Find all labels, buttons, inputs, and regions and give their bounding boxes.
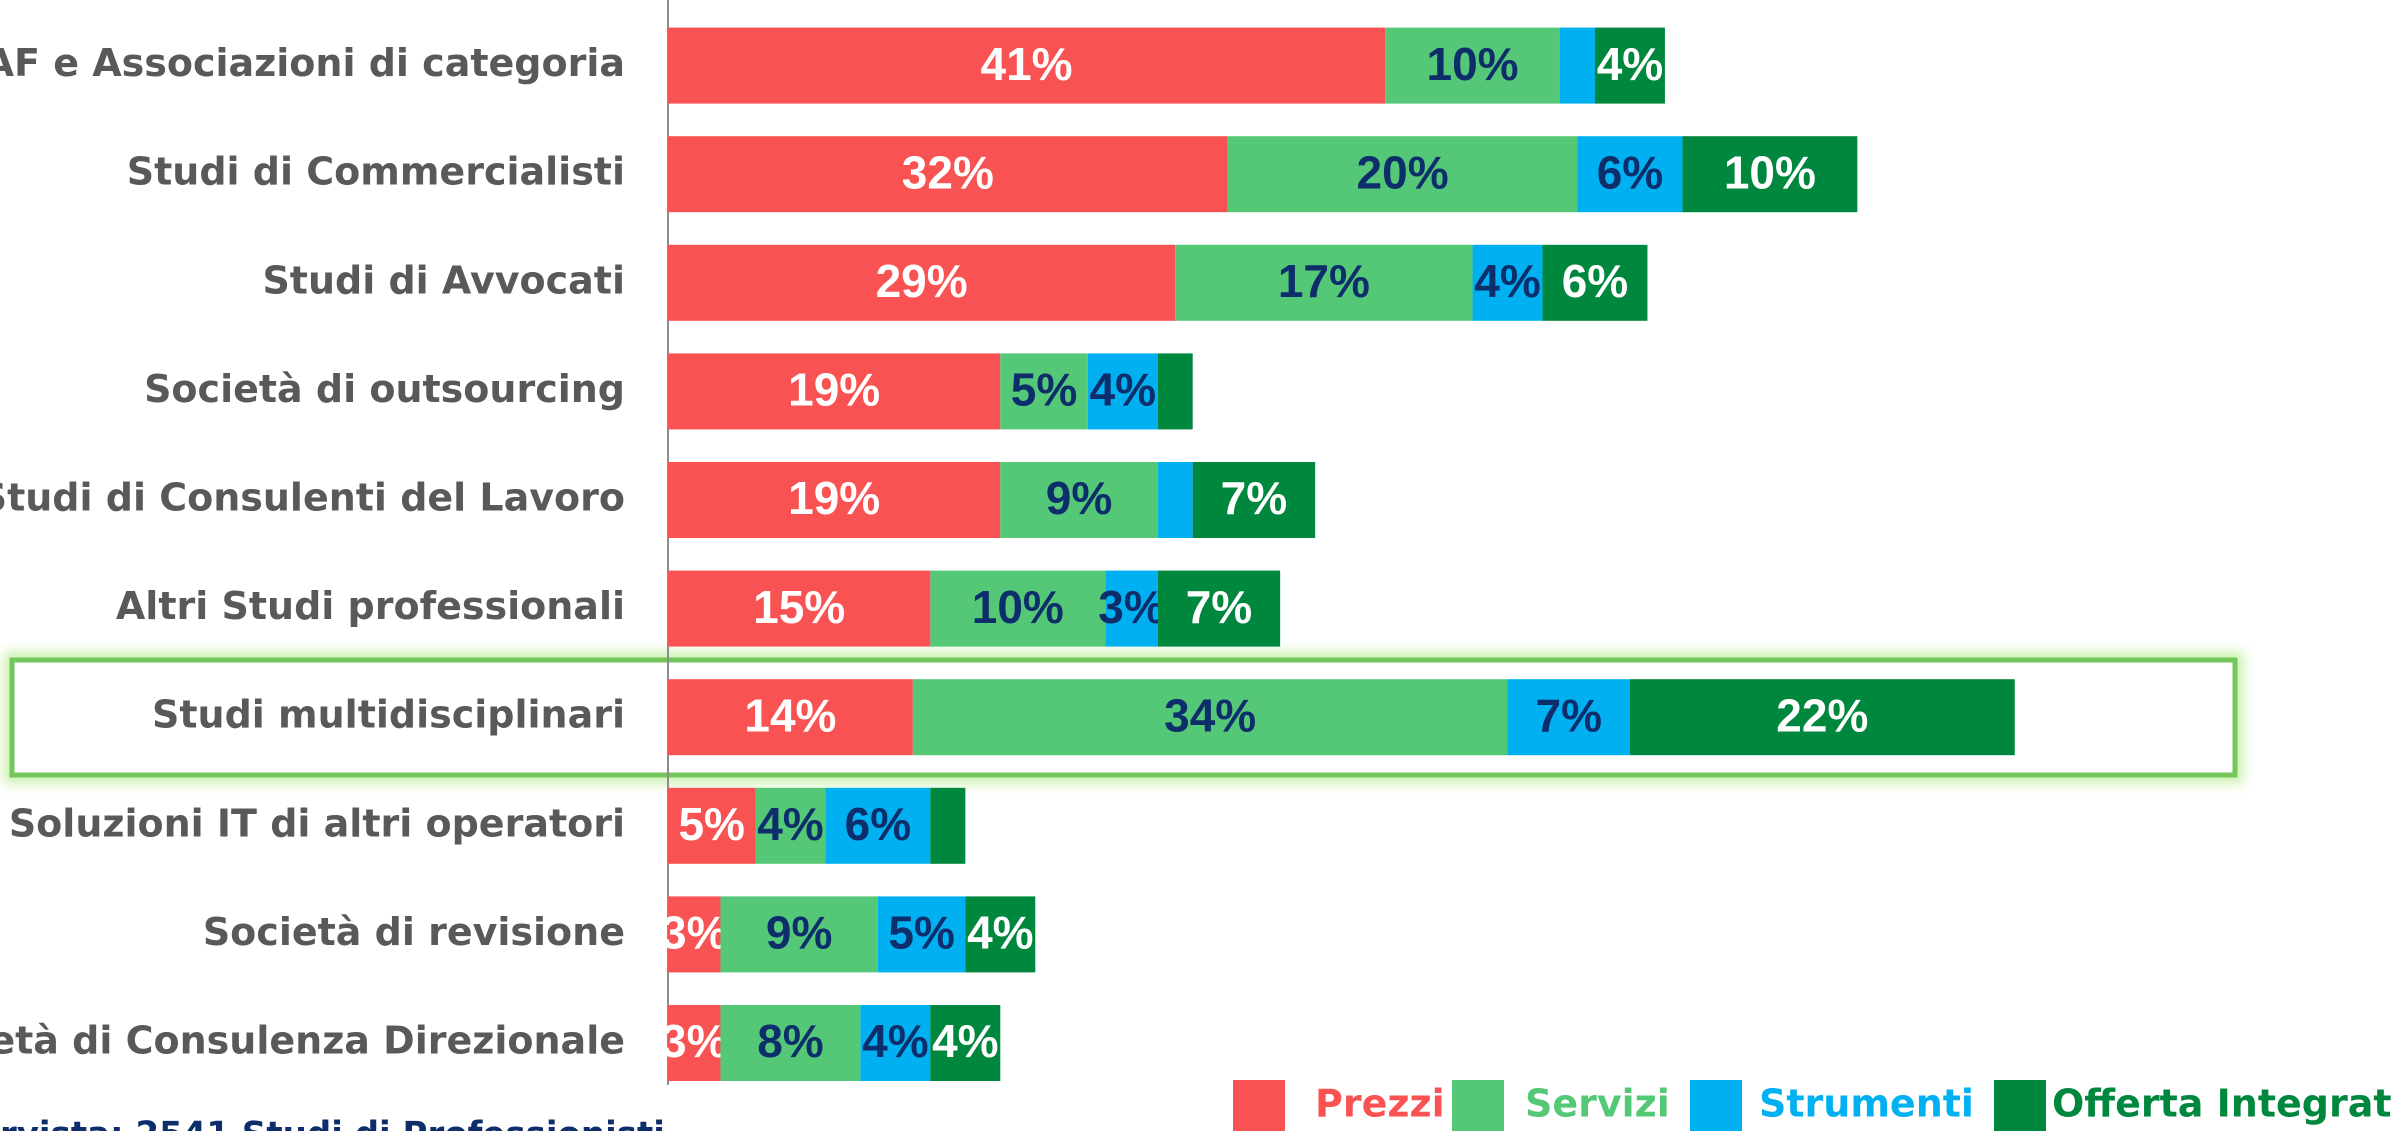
bar-segment xyxy=(1682,136,1858,213)
bar-segment xyxy=(755,787,826,864)
bar-segment xyxy=(1000,353,1088,430)
value-label: 19% xyxy=(788,364,880,416)
note: rvista: 2541 Studi di Professionisti xyxy=(0,1115,665,1131)
category-label: Studi di Commercialisti xyxy=(127,150,625,194)
value-label: 10% xyxy=(972,581,1064,633)
bar-segment xyxy=(1105,570,1158,647)
value-label: 3% xyxy=(661,1015,727,1067)
legend-label: Strumenti xyxy=(1759,1082,1974,1126)
category-label: Altri Studi professionali xyxy=(116,584,625,628)
bar-segment xyxy=(668,462,1001,538)
bar-segment xyxy=(1385,27,1560,104)
value-label: 14% xyxy=(744,689,836,741)
bar-segment xyxy=(1157,570,1281,647)
bar-segment xyxy=(668,570,931,647)
bar-segment xyxy=(668,787,756,864)
bar-segment xyxy=(668,353,1001,430)
value-label: 19% xyxy=(788,472,880,524)
bar-segment xyxy=(1629,679,2015,756)
value-label: 7% xyxy=(1221,472,1287,524)
value-label: 4% xyxy=(1597,38,1663,90)
category-label: Studi di Consulenti del Lavoro xyxy=(0,476,625,520)
bar-segment xyxy=(1087,353,1158,430)
category-label: Società di revisione xyxy=(203,910,625,954)
bar-segment xyxy=(860,1005,931,1081)
category-label: Società di Consulenza Direzionale xyxy=(0,1019,625,1063)
value-label: 5% xyxy=(888,907,954,959)
legend-swatch xyxy=(1233,1080,1285,1131)
value-label: 10% xyxy=(1724,146,1816,198)
value-label: 6% xyxy=(1562,255,1628,307)
value-label: 4% xyxy=(1089,364,1155,416)
category-label: CAF e Associazioni di categoria xyxy=(0,41,625,85)
value-label: 9% xyxy=(1046,472,1112,524)
legend-label: Servizi xyxy=(1525,1082,1670,1126)
bar-segment xyxy=(912,679,1508,756)
value-label: 22% xyxy=(1776,689,1868,741)
legend-swatch xyxy=(1994,1080,2046,1131)
bar-segment xyxy=(1472,244,1543,321)
value-label: 29% xyxy=(876,255,968,307)
bar-segment xyxy=(1192,462,1316,538)
bar-segment xyxy=(825,787,931,864)
value-label: 20% xyxy=(1357,146,1449,198)
category-label: Studi multidisciplinari xyxy=(152,693,625,737)
category-label: Studi di Avvocati xyxy=(262,258,625,302)
value-label: 5% xyxy=(1011,364,1077,416)
value-label: 9% xyxy=(766,907,832,959)
category-label: Società di outsourcing xyxy=(144,367,625,411)
value-label: 7% xyxy=(1535,689,1601,741)
bar-segment xyxy=(877,896,966,973)
bar-segment xyxy=(1577,136,1683,213)
value-label: 4% xyxy=(757,798,823,850)
legend-swatch xyxy=(1690,1080,1742,1131)
bar-segment xyxy=(668,1005,721,1081)
bar-segment xyxy=(720,896,878,973)
value-label: 4% xyxy=(1474,255,1540,307)
bar-segment xyxy=(965,896,1036,973)
value-label: 5% xyxy=(678,798,744,850)
bar-segment xyxy=(720,1005,861,1081)
bar-segment xyxy=(1507,679,1630,756)
value-label: 7% xyxy=(1186,581,1252,633)
bar-segment xyxy=(930,570,1106,647)
value-label: 15% xyxy=(753,581,845,633)
bar-segment xyxy=(930,1005,1001,1081)
bar-segment xyxy=(1559,27,1595,104)
value-label: 10% xyxy=(1427,38,1519,90)
bar-segment xyxy=(1157,353,1193,430)
value-label: 34% xyxy=(1164,689,1256,741)
bar-segment xyxy=(1542,244,1648,321)
bar-segment xyxy=(1227,136,1578,213)
bar-segment xyxy=(1594,27,1665,104)
bar-segment xyxy=(1157,462,1193,538)
bar-segment xyxy=(668,136,1228,213)
bar-segment xyxy=(668,896,721,973)
value-label: 6% xyxy=(1597,146,1663,198)
value-label: 3% xyxy=(1098,581,1164,633)
value-label: 4% xyxy=(967,907,1033,959)
value-label: 41% xyxy=(981,38,1073,90)
bar-segment xyxy=(668,27,1386,104)
value-label: 4% xyxy=(932,1015,998,1067)
legend-swatch xyxy=(1452,1080,1504,1131)
bar-segment xyxy=(668,244,1176,321)
value-label: 3% xyxy=(661,907,727,959)
value-label: 17% xyxy=(1278,255,1370,307)
legend-label: Offerta Integrata xyxy=(2052,1082,2392,1126)
bar-segment xyxy=(930,787,966,864)
value-label: 4% xyxy=(862,1015,928,1067)
category-label: Soluzioni IT di altri operatori xyxy=(9,801,625,845)
value-label: 32% xyxy=(902,146,994,198)
legend-label: Prezzi xyxy=(1315,1082,1445,1126)
value-label: 6% xyxy=(845,798,911,850)
bar-segment xyxy=(1000,462,1158,538)
bar-segment xyxy=(668,679,913,756)
value-label: 8% xyxy=(757,1015,823,1067)
bar-segment xyxy=(1175,244,1473,321)
